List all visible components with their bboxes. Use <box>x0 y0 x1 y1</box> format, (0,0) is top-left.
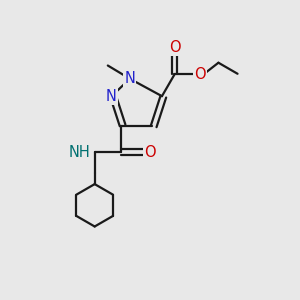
Text: N: N <box>106 89 117 104</box>
Text: O: O <box>169 40 180 55</box>
Text: O: O <box>144 145 155 160</box>
Text: N: N <box>124 71 135 86</box>
Text: NH: NH <box>68 145 90 160</box>
Text: O: O <box>195 67 206 82</box>
